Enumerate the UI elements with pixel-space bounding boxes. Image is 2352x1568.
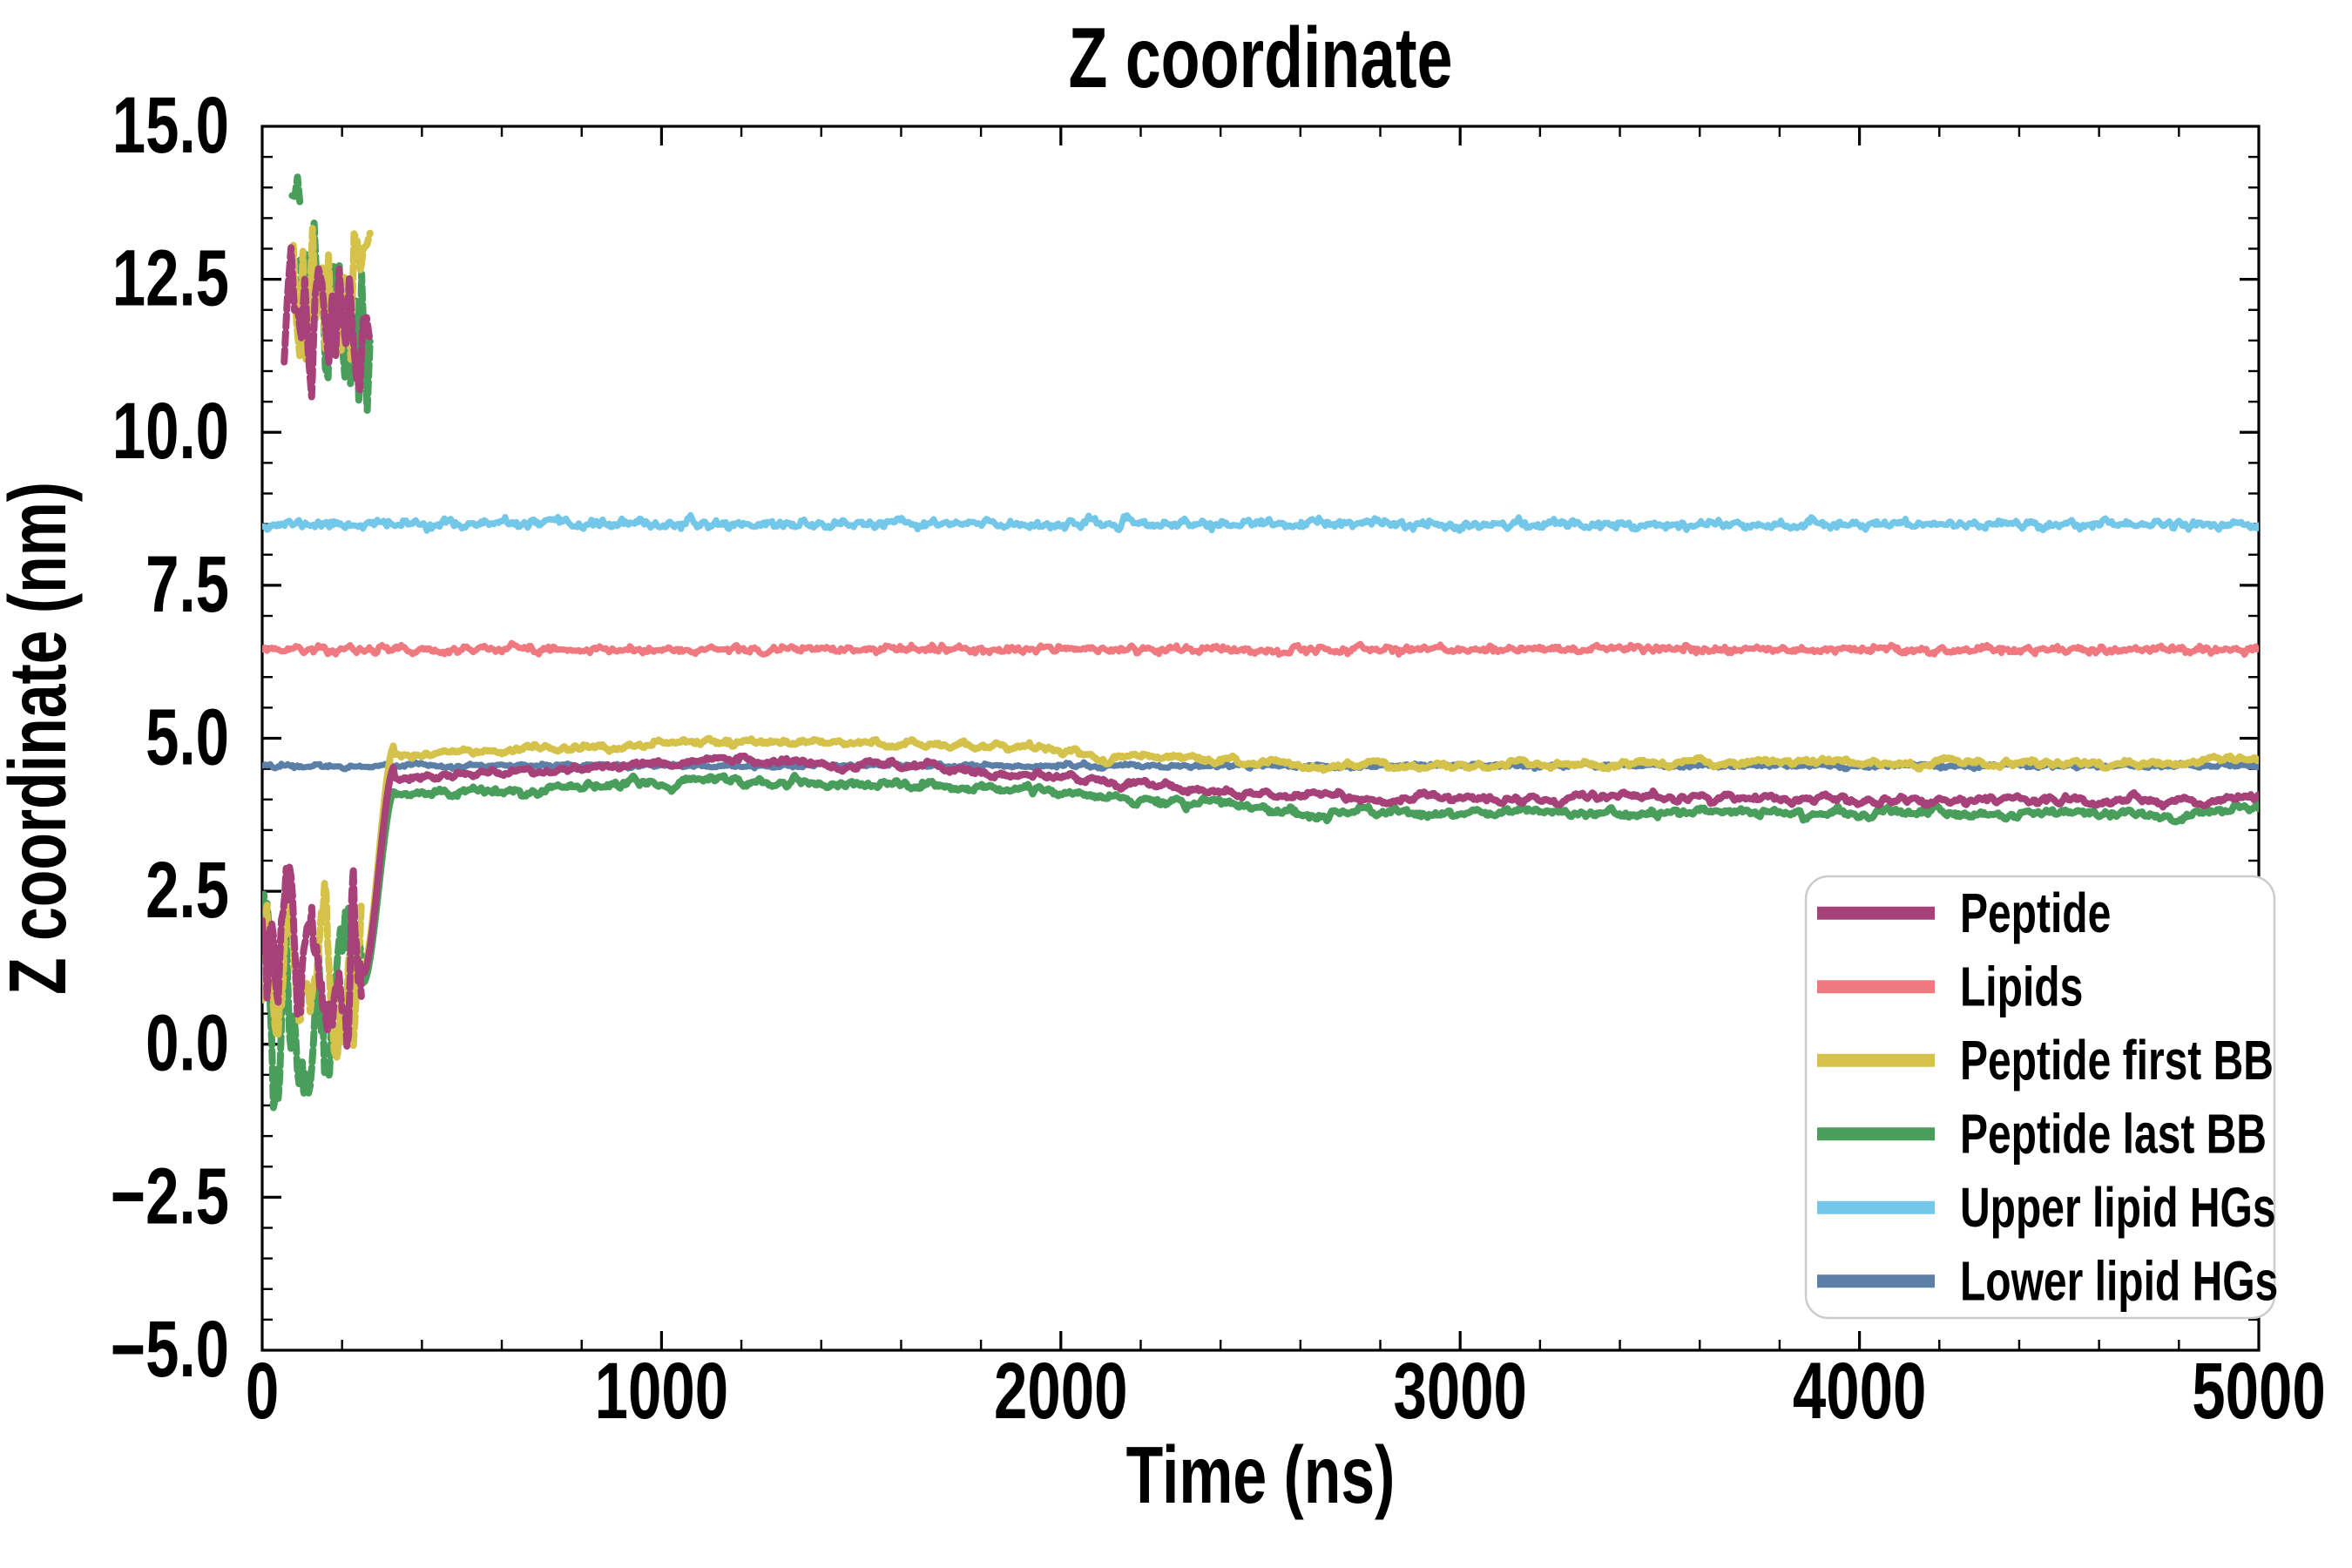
svg-text:7.5: 7.5 [145, 539, 229, 629]
svg-text:Peptide: Peptide [1960, 882, 2111, 944]
svg-text:0.0: 0.0 [145, 998, 229, 1088]
svg-text:10.0: 10.0 [112, 387, 229, 476]
svg-text:12.5: 12.5 [112, 233, 229, 323]
svg-text:Peptide last BB: Peptide last BB [1960, 1103, 2267, 1165]
svg-text:0: 0 [246, 1346, 279, 1436]
svg-text:2000: 2000 [994, 1346, 1127, 1436]
svg-text:5000: 5000 [2192, 1346, 2325, 1436]
svg-text:1000: 1000 [595, 1346, 728, 1436]
svg-text:5.0: 5.0 [145, 693, 229, 782]
svg-text:15.0: 15.0 [112, 80, 229, 170]
svg-text:Time (ns): Time (ns) [1126, 1430, 1396, 1520]
svg-text:Upper lipid HGs: Upper lipid HGs [1960, 1177, 2276, 1239]
svg-text:3000: 3000 [1393, 1346, 1526, 1436]
svg-text:Lipids: Lipids [1960, 956, 2083, 1017]
svg-text:Z coordinate: Z coordinate [1069, 11, 1453, 106]
svg-text:2.5: 2.5 [145, 846, 229, 936]
svg-text:4000: 4000 [1793, 1346, 1926, 1436]
svg-text:Lower lipid HGs: Lower lipid HGs [1960, 1250, 2278, 1312]
svg-text:Z coordinate (nm): Z coordinate (nm) [0, 482, 83, 995]
svg-text:−2.5: −2.5 [111, 1152, 229, 1241]
svg-text:Peptide first BB: Peptide first BB [1960, 1030, 2274, 1092]
svg-text:−5.0: −5.0 [111, 1304, 229, 1394]
